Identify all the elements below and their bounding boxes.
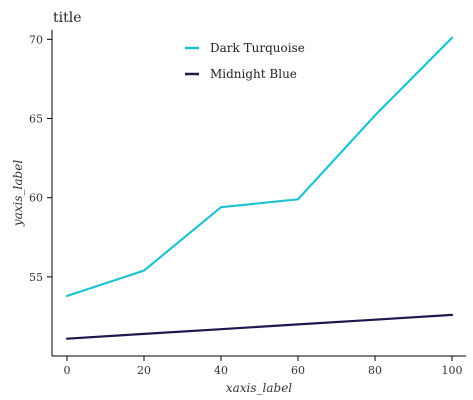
x-tick-label: 60 [291,364,305,377]
x-tick-label: 0 [64,364,71,377]
y-tick-label: 60 [29,192,43,205]
legend-label: Midnight Blue [210,67,297,81]
legend: Dark Turquoise Midnight Blue [185,41,305,81]
y-tick-label: 55 [29,271,43,284]
chart-title: title [53,10,82,26]
x-tick-label: 80 [368,364,382,377]
y-ticks: 55 60 65 70 [29,33,52,284]
series-line-0 [65,36,454,297]
x-tick-label: 40 [214,364,228,377]
y-tick-label: 70 [29,33,43,46]
y-tick-label: 65 [29,113,43,126]
x-tick-label: 100 [442,364,463,377]
x-axis-label: xaxis_label [226,381,292,395]
x-ticks: 0 20 40 60 80 100 [64,356,463,377]
series-line-1 [65,313,454,340]
legend-label: Dark Turquoise [210,41,305,55]
series-layer [65,36,454,340]
x-tick-label: 20 [137,364,151,377]
y-axis-label: yaxis_label [11,160,25,227]
